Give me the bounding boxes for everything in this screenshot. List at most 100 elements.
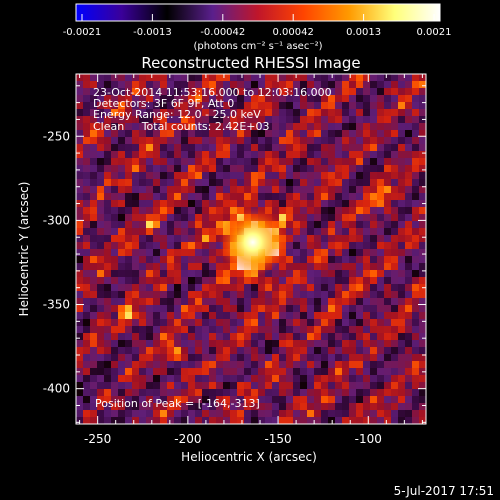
image-pixel xyxy=(209,158,216,165)
image-pixel xyxy=(321,116,328,123)
image-pixel xyxy=(279,130,286,137)
image-pixel xyxy=(90,172,97,179)
image-pixel xyxy=(419,270,426,277)
image-pixel xyxy=(251,312,258,319)
image-pixel xyxy=(83,200,90,207)
image-pixel xyxy=(328,130,335,137)
image-pixel xyxy=(139,74,146,81)
image-pixel xyxy=(216,270,223,277)
image-pixel xyxy=(174,382,181,389)
image-pixel xyxy=(286,130,293,137)
image-pixel xyxy=(272,277,279,284)
image-pixel xyxy=(300,186,307,193)
image-pixel xyxy=(167,228,174,235)
image-pixel xyxy=(97,130,104,137)
image-pixel xyxy=(125,242,132,249)
image-pixel xyxy=(188,354,195,361)
image-pixel xyxy=(314,123,321,130)
image-pixel xyxy=(167,165,174,172)
image-pixel xyxy=(307,137,314,144)
image-pixel xyxy=(370,368,377,375)
image-pixel xyxy=(328,144,335,151)
image-pixel xyxy=(125,221,132,228)
image-pixel xyxy=(279,270,286,277)
image-pixel xyxy=(328,270,335,277)
image-pixel xyxy=(286,305,293,312)
image-pixel xyxy=(398,179,405,186)
image-pixel xyxy=(272,382,279,389)
image-pixel xyxy=(342,305,349,312)
image-pixel xyxy=(223,137,230,144)
image-pixel xyxy=(118,396,125,403)
image-pixel xyxy=(195,305,202,312)
image-pixel xyxy=(160,88,167,95)
image-pixel xyxy=(272,291,279,298)
image-pixel xyxy=(293,396,300,403)
image-pixel xyxy=(412,102,419,109)
image-pixel xyxy=(132,347,139,354)
image-pixel xyxy=(370,410,377,417)
image-pixel xyxy=(132,284,139,291)
image-pixel xyxy=(377,368,384,375)
image-pixel xyxy=(97,242,104,249)
image-pixel xyxy=(174,396,181,403)
image-pixel xyxy=(188,228,195,235)
image-pixel xyxy=(398,200,405,207)
image-pixel xyxy=(160,158,167,165)
image-pixel xyxy=(356,277,363,284)
image-pixel xyxy=(314,242,321,249)
image-pixel xyxy=(202,326,209,333)
image-pixel xyxy=(342,389,349,396)
image-pixel xyxy=(202,368,209,375)
image-pixel xyxy=(97,354,104,361)
image-pixel xyxy=(181,277,188,284)
image-pixel xyxy=(391,396,398,403)
image-pixel xyxy=(125,277,132,284)
image-pixel xyxy=(139,186,146,193)
image-pixel xyxy=(391,186,398,193)
image-pixel xyxy=(342,347,349,354)
image-pixel xyxy=(384,193,391,200)
image-pixel xyxy=(153,319,160,326)
image-pixel xyxy=(202,319,209,326)
image-pixel xyxy=(167,410,174,417)
image-pixel xyxy=(335,207,342,214)
image-pixel xyxy=(202,193,209,200)
image-pixel xyxy=(307,403,314,410)
image-pixel xyxy=(265,277,272,284)
image-pixel xyxy=(384,333,391,340)
image-pixel xyxy=(146,270,153,277)
image-pixel xyxy=(405,284,412,291)
image-pixel xyxy=(328,298,335,305)
image-pixel xyxy=(132,144,139,151)
image-pixel xyxy=(209,193,216,200)
image-pixel xyxy=(97,235,104,242)
image-pixel xyxy=(328,284,335,291)
image-pixel xyxy=(272,305,279,312)
image-pixel xyxy=(188,403,195,410)
image-pixel xyxy=(412,340,419,347)
image-pixel xyxy=(111,305,118,312)
image-pixel xyxy=(132,109,139,116)
image-pixel xyxy=(391,179,398,186)
image-pixel xyxy=(370,382,377,389)
image-pixel xyxy=(363,102,370,109)
image-pixel xyxy=(216,298,223,305)
image-pixel xyxy=(363,256,370,263)
image-pixel xyxy=(83,340,90,347)
image-pixel xyxy=(76,102,83,109)
image-pixel xyxy=(188,382,195,389)
image-pixel xyxy=(97,74,104,81)
image-pixel xyxy=(356,368,363,375)
image-pixel xyxy=(223,151,230,158)
image-pixel xyxy=(209,417,216,424)
image-pixel xyxy=(342,235,349,242)
image-pixel xyxy=(97,305,104,312)
image-pixel xyxy=(195,312,202,319)
image-pixel xyxy=(363,130,370,137)
image-pixel xyxy=(153,249,160,256)
image-pixel xyxy=(419,179,426,186)
image-pixel xyxy=(328,249,335,256)
image-pixel xyxy=(174,305,181,312)
image-pixel xyxy=(300,354,307,361)
